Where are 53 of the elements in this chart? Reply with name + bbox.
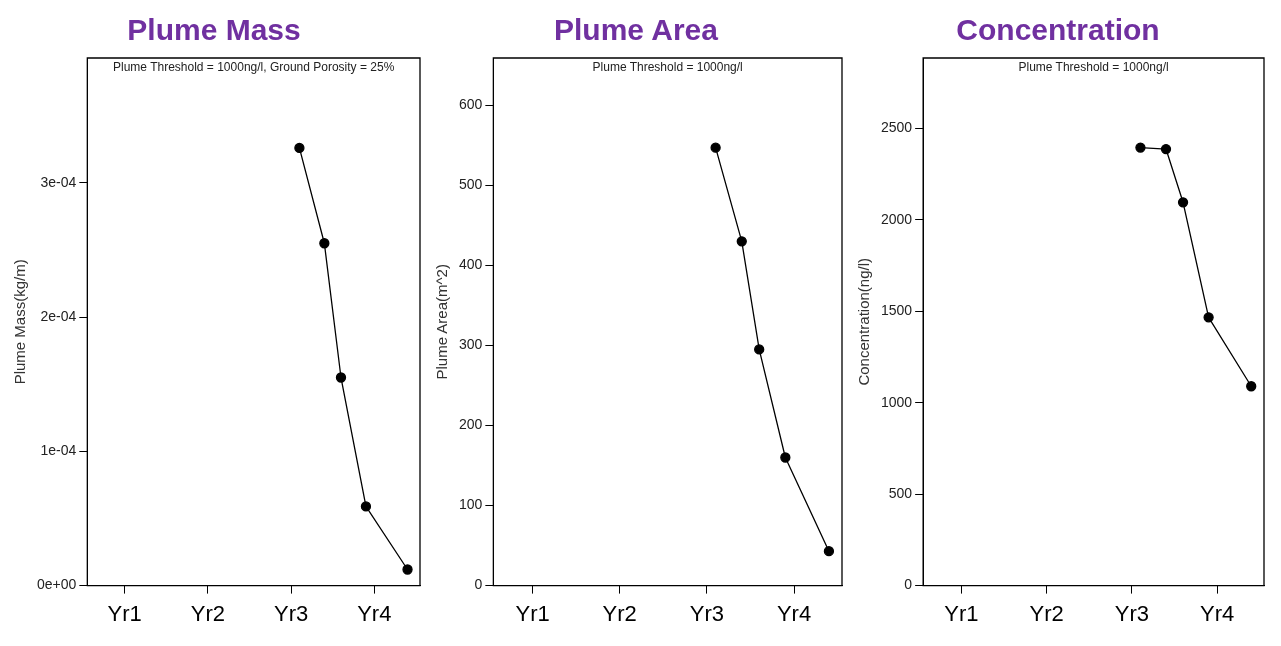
x-tick-label: Yr2 [602,600,637,626]
point [335,372,347,383]
point [1203,312,1214,323]
point [710,142,721,153]
chart-subtitle: Plume Threshold = 1000ng/l [1018,60,1169,75]
y-axis-title: Plume Mass(kg/m) [11,259,29,385]
x-tick-label: Yr1 [944,600,979,626]
x-tick-label: Yr1 [515,600,550,626]
x-tick-label: Yr3 [689,600,725,626]
y-tick-label: 100 [459,496,483,513]
point [780,452,791,463]
y-tick-label: 0e+00 [36,576,77,593]
point [294,142,305,154]
y-axis-title: Plume Area(m^2) [433,264,451,380]
y-tick-label: 2e-04 [40,307,77,324]
x-tick-label: Yr4 [357,600,392,626]
y-tick-label: 300 [459,336,483,353]
chart-subtitle: Plume Threshold = 1000ng/l, Ground Porosity = 25% [113,60,395,75]
chart-subtitle: Plume Threshold = 1000ng/l [592,60,743,75]
point [1246,381,1257,392]
y-tick-label: 1e-04 [40,442,77,459]
y-tick-label: 1000 [880,393,913,410]
point [319,238,330,249]
chart-title: Plume Mass [127,13,301,47]
x-tick-label: Yr2 [190,600,226,626]
point [1160,143,1172,155]
x-tick-label: Yr3 [1114,600,1150,626]
point [1177,197,1189,208]
point [736,236,747,247]
point [754,344,765,355]
x-tick-label: Yr3 [273,600,309,626]
y-tick-label: 400 [459,256,483,273]
point [360,501,372,512]
chart-title: Concentration [956,13,1160,47]
y-axis-title: Concentration(ng/l) [855,258,873,386]
y-tick-label: 500 [888,485,913,502]
y-tick-label: 0 [904,576,913,593]
y-tick-label: 0 [474,576,483,593]
y-tick-label: 1500 [880,302,913,319]
y-tick-label: 2000 [880,210,913,227]
y-tick-label: 500 [459,176,483,193]
x-tick-label: Yr4 [1200,600,1235,626]
point [402,564,413,575]
point [1135,142,1146,153]
point [823,546,835,557]
y-tick-label: 200 [459,416,483,433]
y-tick-label: 3e-04 [40,173,77,190]
chart-title: Plume Area [554,13,719,47]
y-tick-label: 600 [459,96,483,113]
y-tick-label: 2500 [880,119,913,136]
x-tick-label: Yr2 [1029,600,1064,626]
x-tick-label: Yr4 [776,600,812,626]
x-tick-label: Yr1 [107,600,142,626]
